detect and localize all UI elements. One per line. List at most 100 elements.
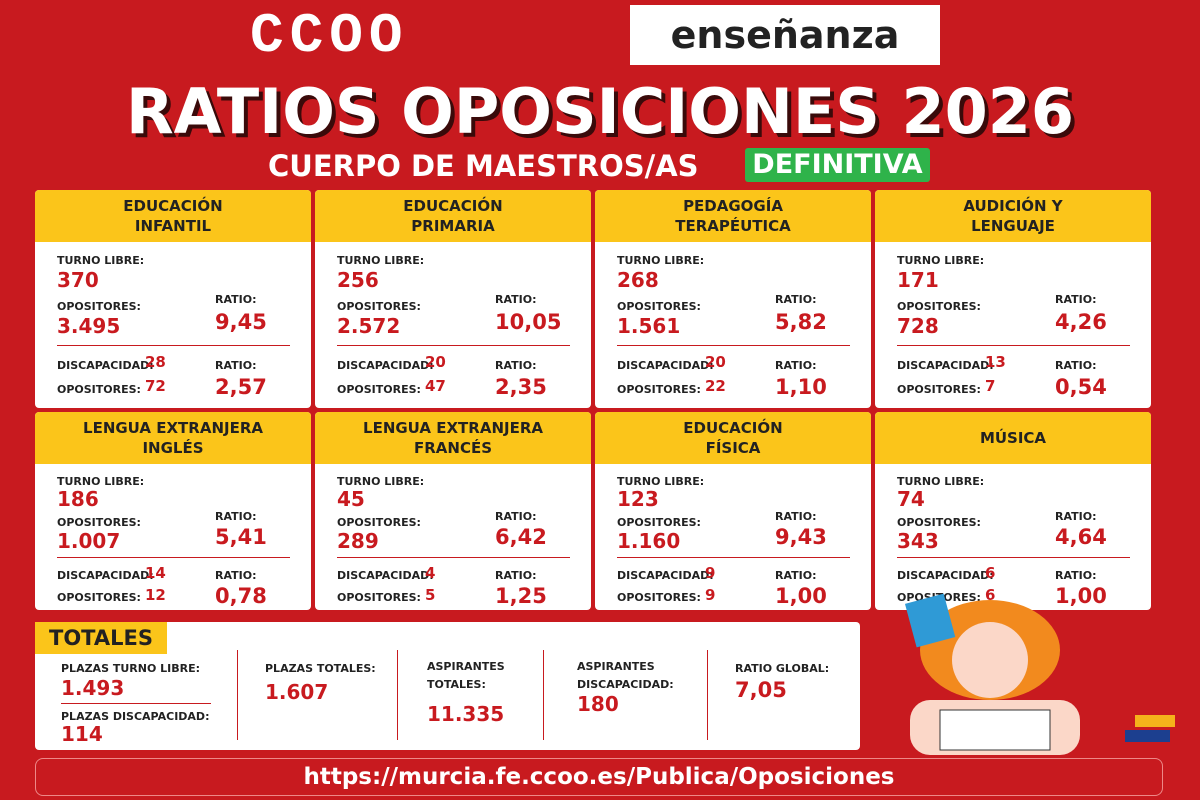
separator: [337, 556, 570, 558]
card-title-line: AUDICIÓN Y: [963, 197, 1063, 215]
badge: DEFINITIVA: [745, 148, 930, 182]
value: 6: [985, 585, 996, 604]
card-title-line: EDUCACIÓN: [123, 197, 223, 215]
separator: [617, 556, 850, 558]
card-title-line: FÍSICA: [705, 439, 761, 457]
card-title-line: INFANTIL: [134, 217, 212, 235]
card: EDUCACIÓN FÍSICA TURNO LIBRE: 123 OPOSITORES…: [595, 412, 871, 610]
label: OPOSITORES:: [337, 383, 421, 396]
card-title-line: MÚSICA: [979, 429, 1047, 447]
label: TURNO LIBRE:: [337, 254, 425, 267]
label: TURNO LIBRE:: [617, 254, 705, 267]
label: RATIO:: [215, 293, 257, 306]
label: RATIO GLOBAL:: [735, 662, 830, 675]
value: 256: [337, 268, 379, 292]
value: 4,26: [1055, 310, 1107, 334]
value: 9: [705, 585, 716, 604]
card-header: LENGUA EXTRANJERA INGLÉS: [35, 412, 311, 464]
label: TURNO LIBRE:: [617, 474, 705, 488]
card: EDUCACIÓN PRIMARIA TURNO LIBRE: 256 OPOSITOR…: [315, 190, 591, 408]
label: OPOSITORES:: [897, 516, 981, 530]
title: RATIOS OPOSICIONES 2026: [125, 75, 1075, 148]
label: DISCAPACIDAD:: [337, 569, 434, 583]
card-title-line: TERAPÉUTICA: [675, 217, 791, 235]
value: 114: [61, 722, 103, 746]
value: 1,00: [775, 583, 827, 608]
value: 13: [985, 353, 1006, 371]
label: RATIO:: [495, 569, 537, 583]
card-header: LENGUA EXTRANJERA FRANCÉS: [315, 412, 591, 464]
label: DISCAPACIDAD:: [617, 359, 714, 372]
label: OPOSITORES:: [57, 590, 141, 604]
value: 11.335: [427, 702, 505, 726]
value: 28: [145, 353, 166, 371]
label: RATIO:: [1055, 569, 1097, 583]
card-title-line: LENGUA EXTRANJERA: [83, 419, 263, 437]
label: RATIO:: [215, 359, 257, 372]
label: RATIO:: [775, 293, 817, 306]
label: TURNO LIBRE:: [57, 474, 145, 488]
value: 7,05: [735, 678, 787, 702]
value: 2,35: [495, 375, 547, 399]
card: PEDAGOGÍA TERAPÉUTICA TURNO LIBRE: 268 OPOSI…: [595, 190, 871, 408]
value: 6: [985, 563, 996, 582]
value: 9,45: [215, 310, 267, 334]
card-title-line: LENGUA EXTRANJERA: [363, 419, 543, 437]
value: 5: [425, 585, 436, 604]
label: RATIO:: [775, 359, 817, 372]
value: 5,82: [775, 310, 827, 334]
value: 20: [705, 353, 726, 371]
value: 9,43: [775, 525, 827, 550]
stripe: [1135, 715, 1175, 727]
label: TURNO LIBRE:: [897, 474, 985, 488]
card: LENGUA EXTRANJERA INGLÉS TURNO LIBRE: 186 OP…: [35, 412, 311, 610]
label: OPOSITORES:: [617, 590, 701, 604]
label: OPOSITORES:: [337, 300, 421, 313]
card-header: AUDICIÓN Y LENGUAJE: [875, 190, 1151, 242]
value: 74: [897, 487, 925, 512]
value: 0,78: [215, 583, 267, 608]
value: 4: [425, 563, 436, 582]
card-title-line: PEDAGOGÍA: [683, 197, 783, 215]
value: 728: [897, 314, 939, 338]
value: 1,25: [495, 583, 547, 608]
label: DISCAPACIDAD:: [617, 569, 714, 583]
label: OPOSITORES:: [57, 516, 141, 530]
value: 1.493: [61, 676, 125, 700]
separator: [617, 345, 850, 346]
label: DISCAPACIDAD:: [577, 678, 674, 691]
label: RATIO:: [495, 293, 537, 306]
value: 10,05: [495, 310, 562, 334]
separator: [397, 650, 398, 740]
separator: [707, 650, 708, 740]
label: OPOSITORES:: [897, 300, 981, 313]
card-title-line: INGLÉS: [142, 439, 204, 457]
label: PLAZAS TOTALES:: [265, 662, 376, 675]
value: 4,64: [1055, 525, 1107, 550]
card: MÚSICA TURNO LIBRE: 74 OPOSITORES: 343 RATIO:…: [875, 412, 1151, 610]
card: AUDICIÓN Y LENGUAJE TURNO LIBRE: 171 OPOSITO…: [875, 190, 1151, 408]
totals-box: TOTALES PLAZAS TURNO LIBRE: 1.493 PLAZAS D…: [35, 622, 860, 750]
label: DISCAPACIDAD:: [57, 569, 154, 583]
label: RATIO:: [1055, 293, 1097, 306]
value: 6,42: [495, 525, 547, 550]
value: 123: [617, 487, 659, 512]
brand: enseñanza: [630, 5, 940, 65]
label: DISCAPACIDAD:: [337, 359, 434, 372]
value: 12: [145, 585, 166, 604]
value: 72: [145, 377, 166, 395]
card: EDUCACIÓN INFANTIL TURNO LIBRE: 370 OPOSITOR…: [35, 190, 311, 408]
card-header: EDUCACIÓN PRIMARIA: [315, 190, 591, 242]
value: 289: [337, 528, 379, 553]
card-title-line: PRIMARIA: [411, 217, 495, 235]
value: 171: [897, 268, 939, 292]
value: 9: [705, 563, 716, 582]
value: 1,10: [775, 375, 827, 399]
stripe: [1125, 730, 1170, 742]
card-title-line: FRANCÉS: [413, 439, 493, 457]
value: 1.561: [617, 314, 681, 338]
label: TURNO LIBRE:: [337, 474, 425, 488]
value: 14: [145, 563, 166, 582]
value: 1.160: [617, 528, 681, 553]
footer-url[interactable]: https://murcia.fe.ccoo.es/Publica/Oposic…: [35, 758, 1163, 796]
